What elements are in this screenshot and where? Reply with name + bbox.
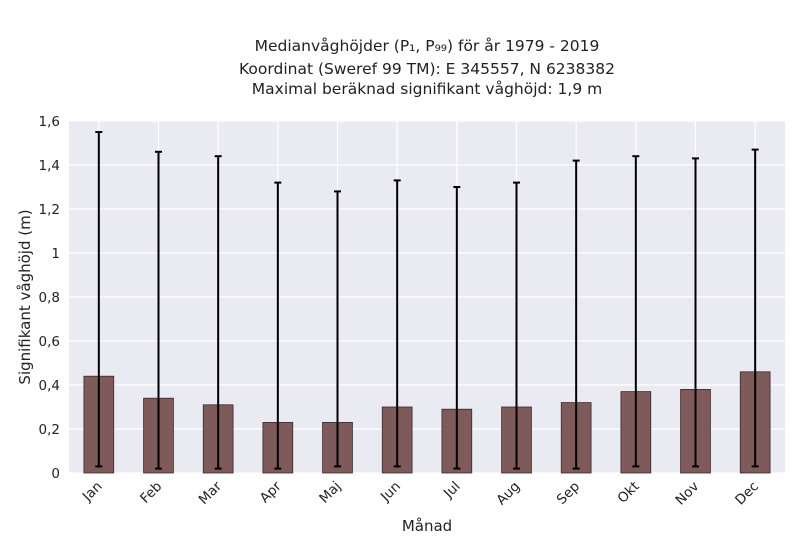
x-tick-label: Jan bbox=[79, 479, 106, 506]
x-tick-label: Maj bbox=[316, 479, 344, 507]
x-tick-label: Nov bbox=[672, 479, 702, 509]
x-axis-label: Månad bbox=[402, 517, 452, 535]
y-tick-label: 1,4 bbox=[39, 158, 60, 174]
error-bar-okt bbox=[632, 155, 640, 468]
error-bar-jul bbox=[453, 186, 461, 470]
x-tick-label: Okt bbox=[615, 479, 643, 507]
y-axis-ticks: 0 0,2 0,4 0,6 0,8 1 1,2 1,4 1,6 bbox=[39, 114, 60, 482]
y-tick-label: 1 bbox=[51, 246, 60, 262]
y-tick-label: 1,2 bbox=[39, 202, 60, 218]
error-bar-feb bbox=[155, 150, 162, 470]
y-tick-label: 0,2 bbox=[39, 422, 60, 438]
y-tick-label: 0 bbox=[51, 466, 60, 482]
y-axis-label: Signifikant våghöjd (m) bbox=[16, 209, 34, 384]
title-line-1: Medianvåghöjder (P₁, P₉₉) för år 1979 - … bbox=[255, 37, 600, 55]
x-tick-label: Aug bbox=[493, 479, 523, 509]
title-line-2: Koordinat (Sweref 99 TM): E 345557, N 62… bbox=[239, 60, 615, 78]
error-bar-mar bbox=[214, 155, 222, 470]
y-tick-label: 0,6 bbox=[39, 334, 60, 350]
y-tick-label: 1,6 bbox=[39, 114, 60, 130]
x-tick-label: Feb bbox=[137, 479, 165, 507]
error-bar-apr bbox=[274, 181, 282, 470]
x-tick-label: Mar bbox=[196, 478, 226, 508]
error-bar-maj bbox=[334, 190, 341, 468]
x-axis-ticks: Jan Feb Mar Apr Maj Jun Jul Aug Sep Okt Nov Dec bbox=[79, 478, 762, 508]
x-tick-label: Sep bbox=[554, 479, 583, 508]
chart-title: Medianvåghöjder (P₁, P₉₉) för år 1979 - … bbox=[239, 37, 615, 98]
error-bar-aug bbox=[513, 181, 520, 470]
x-tick-label: Jul bbox=[440, 479, 464, 503]
x-tick-label: Jun bbox=[377, 479, 404, 506]
x-tick-label: Apr bbox=[257, 478, 285, 506]
error-bar-jan bbox=[95, 131, 103, 468]
x-tick-label: Dec bbox=[732, 479, 762, 509]
title-line-3: Maximal beräknad signifikant våghöjd: 1,… bbox=[252, 80, 602, 98]
error-bar-jun bbox=[393, 179, 401, 468]
error-bar-nov bbox=[692, 157, 699, 468]
error-bar-sep bbox=[572, 159, 580, 470]
y-tick-label: 0,8 bbox=[39, 290, 60, 306]
error-bar-dec bbox=[751, 148, 759, 468]
y-tick-label: 0,4 bbox=[39, 378, 60, 394]
error-bars bbox=[95, 131, 759, 470]
